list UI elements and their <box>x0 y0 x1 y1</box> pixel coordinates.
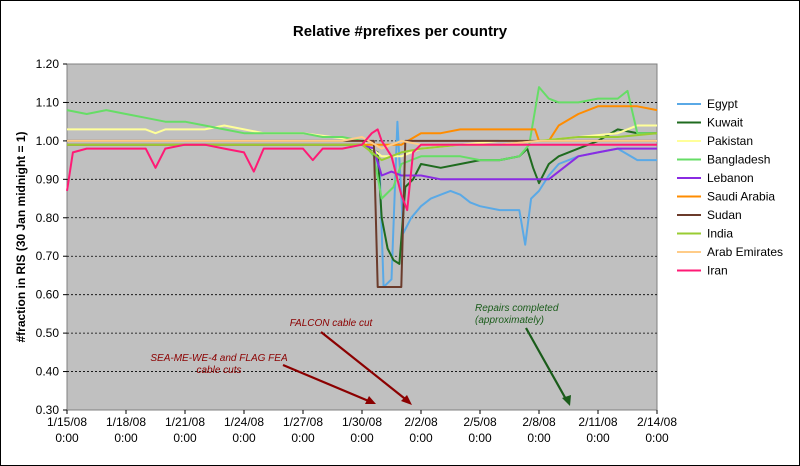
annotation-seamewe: cable cuts <box>196 365 241 376</box>
x-tick-label: 1/21/08 <box>165 415 205 429</box>
x-tick-label: 2/11/08 <box>578 415 617 429</box>
series-line-iran <box>66 128 657 212</box>
y-tick-label: 0.50 <box>36 326 60 340</box>
legend-label: Bangladesh <box>707 153 770 167</box>
legend-label: Kuwait <box>707 116 744 130</box>
arrowhead-seamewe <box>365 396 376 404</box>
series-line-india <box>67 132 658 162</box>
annotation-falcon: FALCON cable cut <box>290 318 374 329</box>
legend-label: Pakistan <box>707 134 753 148</box>
annotation-arrow-falcon <box>320 331 410 403</box>
series-line-arab-emirates <box>67 136 657 150</box>
x-tick-label: 0:00 <box>468 431 492 445</box>
x-tick-label: 1/30/08 <box>342 415 382 429</box>
legend-label: Lebanon <box>707 171 754 185</box>
y-tick-label: 0.30 <box>36 403 60 417</box>
x-tick-label: 1/18/08 <box>106 415 146 429</box>
legend-label: Sudan <box>707 208 742 222</box>
legend-label: Saudi Arabia <box>707 190 775 204</box>
annotation-seamewe: SEA-ME-WE-4 and FLAG FEA <box>150 353 288 364</box>
x-tick-label: 0:00 <box>114 431 138 445</box>
x-tick-label: 1/27/08 <box>283 415 323 429</box>
annotation-arrow-seamewe <box>282 363 372 404</box>
chart-title: Relative #prefixes per country <box>293 23 508 40</box>
annotation-repairs: (approximately) <box>475 315 544 326</box>
y-tick-label: 0.70 <box>36 249 60 263</box>
arrowhead-falcon <box>401 395 412 405</box>
y-tick-label: 0.90 <box>36 172 60 186</box>
x-tick-label: 1/15/08 <box>47 415 87 429</box>
legend-label: Iran <box>707 264 728 278</box>
annotation-repairs: Repairs completed <box>475 303 559 314</box>
x-tick-label: 0:00 <box>586 431 610 445</box>
x-tick-label: 2/2/08 <box>404 415 438 429</box>
x-tick-label: 0:00 <box>173 431 197 445</box>
y-tick-label: 1.20 <box>36 57 60 71</box>
x-tick-label: 1/24/08 <box>224 415 264 429</box>
annotation-arrow-repairs <box>525 327 568 402</box>
arrowhead-repairs <box>562 395 571 406</box>
y-tick-label: 0.60 <box>36 288 60 302</box>
x-tick-label: 0:00 <box>409 431 433 445</box>
x-tick-label: 0:00 <box>645 431 669 445</box>
series-line-kuwait <box>67 128 657 265</box>
x-tick-label: 0:00 <box>291 431 315 445</box>
x-tick-label: 0:00 <box>350 431 374 445</box>
y-tick-label: 1.00 <box>36 134 60 148</box>
x-tick-label: 0:00 <box>527 431 551 445</box>
y-tick-label: 1.10 <box>36 95 60 109</box>
legend-label: India <box>707 227 733 241</box>
y-tick-label: 0.80 <box>36 211 60 225</box>
x-tick-label: 0:00 <box>55 431 79 445</box>
x-tick-label: 2/5/08 <box>463 415 497 429</box>
legend-label: Arab Emirates <box>707 245 783 259</box>
series-line-lebanon <box>67 143 657 181</box>
series-line-bangladesh <box>66 86 657 200</box>
y-tick-label: 0.40 <box>36 365 60 379</box>
series-line-saudi-arabia <box>67 105 658 146</box>
x-tick-label: 0:00 <box>232 431 256 445</box>
x-tick-label: 2/14/08 <box>637 415 677 429</box>
x-tick-label: 2/8/08 <box>522 415 556 429</box>
y-axis-label: #fraction in RIS (30 Jan midnight = 1) <box>14 131 28 342</box>
legend-label: Egypt <box>707 97 738 111</box>
